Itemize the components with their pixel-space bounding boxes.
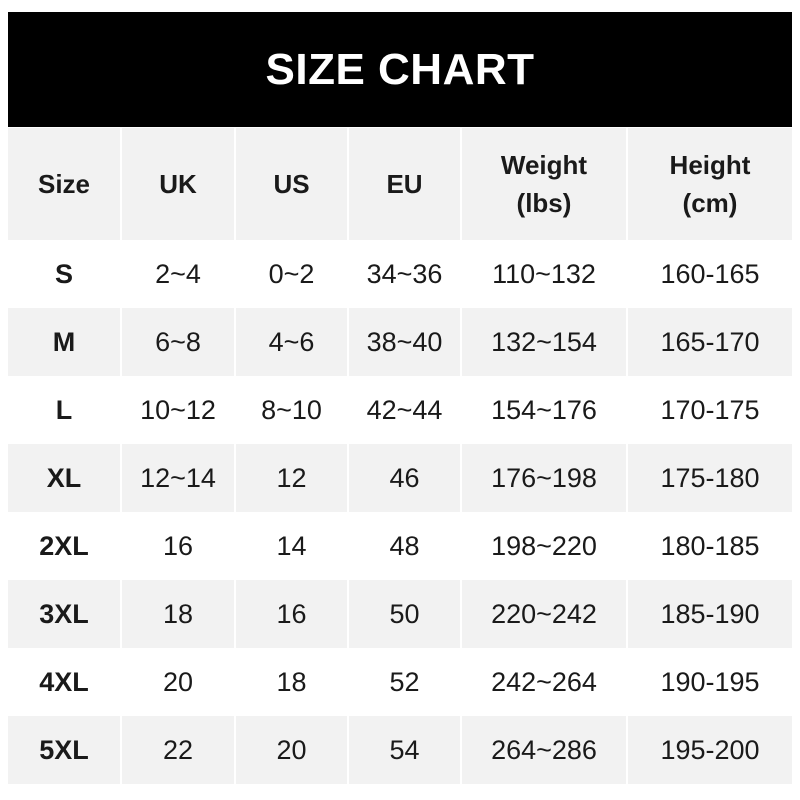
column-header: US: [235, 128, 349, 240]
table-cell: 185-190: [627, 580, 792, 648]
table-cell: 46: [348, 444, 462, 512]
table-cell: 8~10: [235, 376, 349, 444]
table-cell: 220~242: [461, 580, 628, 648]
table-cell: 176~198: [461, 444, 628, 512]
table-cell: 2~4: [121, 240, 236, 308]
table-cell: 198~220: [461, 512, 628, 580]
table-cell: 0~2: [235, 240, 349, 308]
table-cell: 16: [235, 580, 349, 648]
table-row: 2XL 16 14 48 198~220 180-185: [8, 512, 792, 580]
size-cell: 5XL: [8, 716, 122, 784]
table-cell: 154~176: [461, 376, 628, 444]
table-row: M 6~8 4~6 38~40 132~154 165-170: [8, 308, 792, 376]
size-cell: 2XL: [8, 512, 122, 580]
column-header: UK: [121, 128, 236, 240]
column-header: EU: [348, 128, 462, 240]
table-cell: 165-170: [627, 308, 792, 376]
table-cell: 16: [121, 512, 236, 580]
table-header-row: Size UK US EU Weight (lbs) Height (cm): [8, 128, 792, 240]
table-cell: 110~132: [461, 240, 628, 308]
table-cell: 12~14: [121, 444, 236, 512]
table-cell: 190-195: [627, 648, 792, 716]
table-cell: 22: [121, 716, 236, 784]
column-header: Weight (lbs): [461, 128, 628, 240]
table-row: XL 12~14 12 46 176~198 175-180: [8, 444, 792, 512]
table-cell: 195-200: [627, 716, 792, 784]
table-row: 5XL 22 20 54 264~286 195-200: [8, 716, 792, 784]
table-cell: 180-185: [627, 512, 792, 580]
size-cell: M: [8, 308, 122, 376]
table-cell: 18: [235, 648, 349, 716]
size-cell: 3XL: [8, 580, 122, 648]
table-cell: 12: [235, 444, 349, 512]
table-cell: 242~264: [461, 648, 628, 716]
table-row: S 2~4 0~2 34~36 110~132 160-165: [8, 240, 792, 308]
column-header: Height (cm): [627, 128, 792, 240]
table-cell: 175-180: [627, 444, 792, 512]
table-row: 3XL 18 16 50 220~242 185-190: [8, 580, 792, 648]
size-cell: L: [8, 376, 122, 444]
table-cell: 52: [348, 648, 462, 716]
table-row: 4XL 20 18 52 242~264 190-195: [8, 648, 792, 716]
table-cell: 38~40: [348, 308, 462, 376]
table-cell: 170-175: [627, 376, 792, 444]
column-header: Size: [8, 128, 122, 240]
table-cell: 160-165: [627, 240, 792, 308]
table-cell: 42~44: [348, 376, 462, 444]
table-cell: 4~6: [235, 308, 349, 376]
table-cell: 132~154: [461, 308, 628, 376]
table-cell: 18: [121, 580, 236, 648]
table-cell: 50: [348, 580, 462, 648]
table-cell: 264~286: [461, 716, 628, 784]
size-chart-table: Size UK US EU Weight (lbs) Height (cm) S 2~4 0~…: [8, 128, 792, 784]
table-cell: 10~12: [121, 376, 236, 444]
size-cell: XL: [8, 444, 122, 512]
table-cell: 20: [121, 648, 236, 716]
size-cell: S: [8, 240, 122, 308]
table-cell: 14: [235, 512, 349, 580]
table-cell: 6~8: [121, 308, 236, 376]
table-cell: 20: [235, 716, 349, 784]
table-cell: 54: [348, 716, 462, 784]
page-title: SIZE CHART: [8, 12, 792, 127]
size-cell: 4XL: [8, 648, 122, 716]
table-cell: 48: [348, 512, 462, 580]
table-row: L 10~12 8~10 42~44 154~176 170-175: [8, 376, 792, 444]
table-cell: 34~36: [348, 240, 462, 308]
